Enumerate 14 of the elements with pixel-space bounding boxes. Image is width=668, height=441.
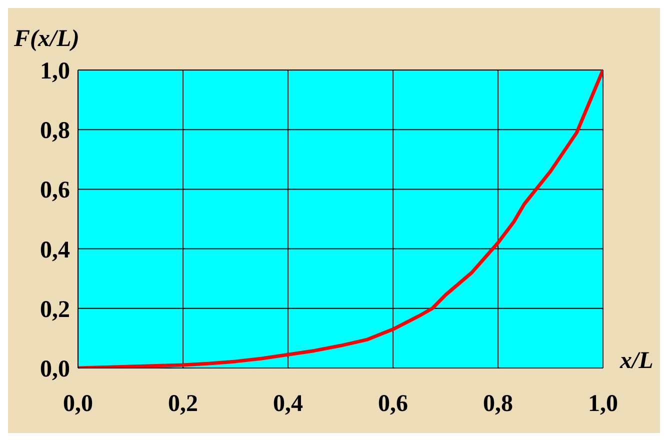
y-tick-label: 0,2: [40, 296, 70, 323]
y-tick-label: 1,0: [40, 58, 70, 85]
x-axis-title: x/L: [620, 348, 654, 375]
y-tick-label: 0,0: [40, 356, 70, 383]
x-tick-label: 0,8: [483, 391, 513, 418]
y-tick-label: 0,4: [40, 237, 70, 264]
y-tick-label: 0,6: [40, 178, 70, 204]
y-tick-label: 0,8: [40, 118, 70, 144]
x-tick-label: 1,0: [588, 391, 618, 418]
x-tick-label: 0,4: [273, 391, 303, 418]
x-tick-label: 0,6: [378, 391, 408, 418]
y-axis-title: F(x/L): [14, 26, 80, 53]
x-tick-label: 0,0: [63, 391, 93, 418]
x-tick-label: 0,2: [168, 391, 198, 418]
